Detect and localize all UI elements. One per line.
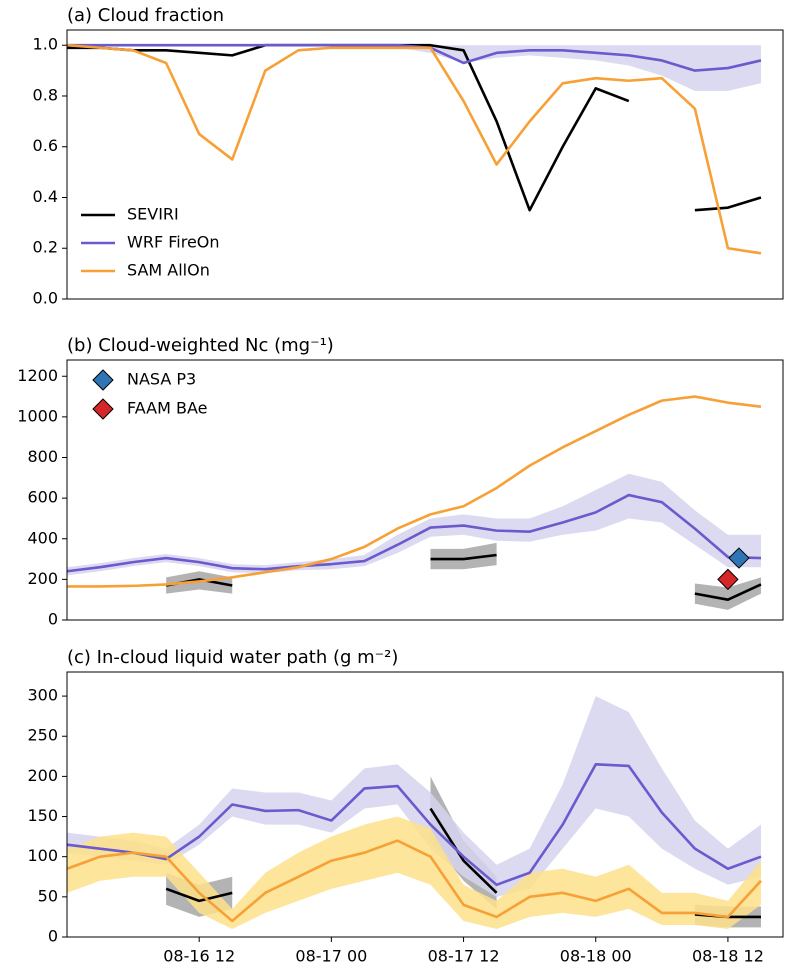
- legend-swatch: [92, 398, 114, 420]
- panel-title: (c) In-cloud liquid water path (g m⁻²): [67, 647, 398, 668]
- x-tick-label: 08-18 12: [692, 947, 764, 966]
- y-tick-label: 150: [27, 806, 58, 825]
- series-line: [66, 763, 762, 887]
- spread-band: [67, 473, 761, 576]
- legend-swatch: [92, 369, 114, 391]
- spread-band: [67, 816, 761, 929]
- spread-band: [694, 577, 761, 610]
- y-tick-label: 0: [48, 610, 58, 629]
- series-line: [67, 43, 630, 212]
- y-tick-label: 200: [27, 766, 58, 785]
- diamond-marker: [728, 547, 750, 569]
- y-tick-label: 400: [27, 528, 58, 547]
- plot-frame: [66, 359, 784, 621]
- y-tick-label: 100: [27, 846, 58, 865]
- series-line: [165, 887, 233, 903]
- series-line: [67, 395, 762, 588]
- panel-title: (a) Cloud fraction: [67, 5, 224, 26]
- spread-band: [67, 696, 761, 897]
- y-tick-label: 0.0: [33, 289, 58, 308]
- spread-band: [67, 45, 761, 91]
- spread-band: [430, 542, 497, 570]
- y-tick-label: 0.8: [33, 85, 58, 104]
- y-tick-label: 1000: [17, 406, 58, 425]
- legend-label: SAM AllOn: [127, 261, 210, 280]
- plot-frame: [66, 29, 784, 300]
- y-tick-label: 600: [27, 488, 58, 507]
- legend-label: NASA P3: [127, 370, 196, 389]
- y-tick-label: 300: [27, 686, 58, 705]
- series-line: [66, 839, 762, 923]
- series-line: [429, 807, 498, 894]
- panel-title: (b) Cloud-weighted Nc (mg⁻¹): [67, 335, 334, 356]
- y-tick-label: 50: [38, 886, 58, 905]
- y-tick-label: 0: [48, 927, 58, 946]
- y-tick-label: 0.6: [33, 136, 58, 155]
- y-tick-label: 0.2: [33, 238, 58, 257]
- x-tick-label: 08-17 00: [295, 947, 367, 966]
- legend-label: WRF FireOn: [127, 233, 220, 252]
- x-tick-label: 08-18 00: [560, 947, 632, 966]
- legend-label: FAAM BAe: [127, 399, 207, 418]
- y-tick-label: 1.0: [33, 35, 58, 54]
- legend-label: SEVIRI: [127, 205, 179, 224]
- series-line: [694, 196, 762, 212]
- y-tick-label: 800: [27, 447, 58, 466]
- plot-frame: [66, 671, 784, 938]
- y-tick-label: 250: [27, 726, 58, 745]
- diamond-marker: [717, 568, 739, 591]
- series-line: [430, 553, 497, 561]
- y-tick-label: 1200: [17, 366, 58, 385]
- series-line: [66, 493, 762, 573]
- x-tick-label: 08-16 12: [163, 947, 235, 966]
- series-line: [66, 43, 762, 255]
- y-tick-label: 200: [27, 569, 58, 588]
- series-line: [694, 583, 762, 601]
- x-tick-label: 08-17 12: [428, 947, 500, 966]
- y-tick-label: 0.4: [33, 187, 58, 206]
